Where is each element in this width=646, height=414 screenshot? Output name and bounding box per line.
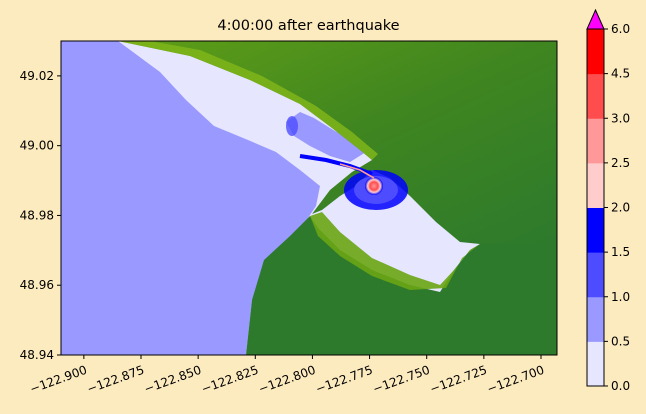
- x-tick-label: −122.750: [371, 363, 432, 397]
- colorbar-tick-label: 4.5: [611, 67, 630, 81]
- north-land-region: [118, 41, 557, 244]
- x-tick-label: −122.850: [142, 363, 203, 397]
- y-axis: 48.94 48.96 48.98 49.00 49.02: [20, 69, 61, 362]
- colorbar-tick-label: 6.0: [611, 22, 630, 36]
- x-tick-label: −122.700: [485, 363, 546, 397]
- x-tick-label: −122.775: [314, 363, 375, 397]
- x-tick-label: −122.800: [257, 363, 318, 397]
- colorbar-ticks: 0.0 0.5 1.0 1.5 2.0 2.5 3.0 4.5 6.0: [604, 22, 630, 393]
- y-tick-label: 49.02: [20, 69, 54, 83]
- colorbar-segment: [587, 207, 604, 253]
- colorbar: 0.0 0.5 1.0 1.5 2.0 2.5 3.0 4.5 6.0: [586, 8, 630, 393]
- colorbar-tick-label: 0.5: [611, 334, 630, 348]
- colorbar-segment: [587, 296, 604, 342]
- axes-frame: [60, 40, 558, 356]
- wave-streak-light: [339, 163, 375, 179]
- inlet-strip: [310, 212, 480, 290]
- y-tick-label: 49.00: [20, 139, 54, 153]
- colorbar-tick-label: 1.0: [611, 290, 630, 304]
- y-tick-label: 48.96: [20, 278, 54, 292]
- chart-title: 4:00:00 after earthquake: [217, 18, 399, 34]
- colorbar-tick-label: 2.0: [611, 201, 630, 215]
- map-area: [61, 41, 557, 355]
- colorbar-tick-label: 1.5: [611, 245, 630, 259]
- x-tick-label: −122.725: [428, 363, 489, 397]
- x-tick-label: −122.875: [85, 363, 146, 397]
- colorbar-segments: [587, 29, 604, 387]
- shallow-water-region: [61, 41, 320, 355]
- y-tick-label: 48.98: [20, 208, 54, 222]
- colorbar-extend-arrow: [586, 8, 605, 30]
- colorbar-segment: [587, 162, 604, 208]
- y-tick-label: 48.94: [20, 348, 54, 362]
- colorbar-segment: [587, 73, 604, 119]
- colorbar-tick-label: 0.0: [611, 379, 630, 393]
- x-tick-label: −122.900: [28, 363, 89, 397]
- colorbar-segment: [587, 341, 604, 387]
- colorbar-segment: [587, 252, 604, 298]
- x-tick-label: −122.825: [199, 363, 260, 397]
- wave-patch: [286, 116, 298, 136]
- x-axis: −122.900−122.875−122.850−122.825−122.800…: [28, 355, 546, 396]
- inner-shallow-region: [286, 112, 366, 162]
- colorbar-tick-label: 2.5: [611, 156, 630, 170]
- colorbar-tick-label: 3.0: [611, 111, 630, 125]
- wave-source: [365, 177, 383, 195]
- colorbar-segment: [587, 118, 604, 164]
- colorbar-segment: [587, 29, 604, 75]
